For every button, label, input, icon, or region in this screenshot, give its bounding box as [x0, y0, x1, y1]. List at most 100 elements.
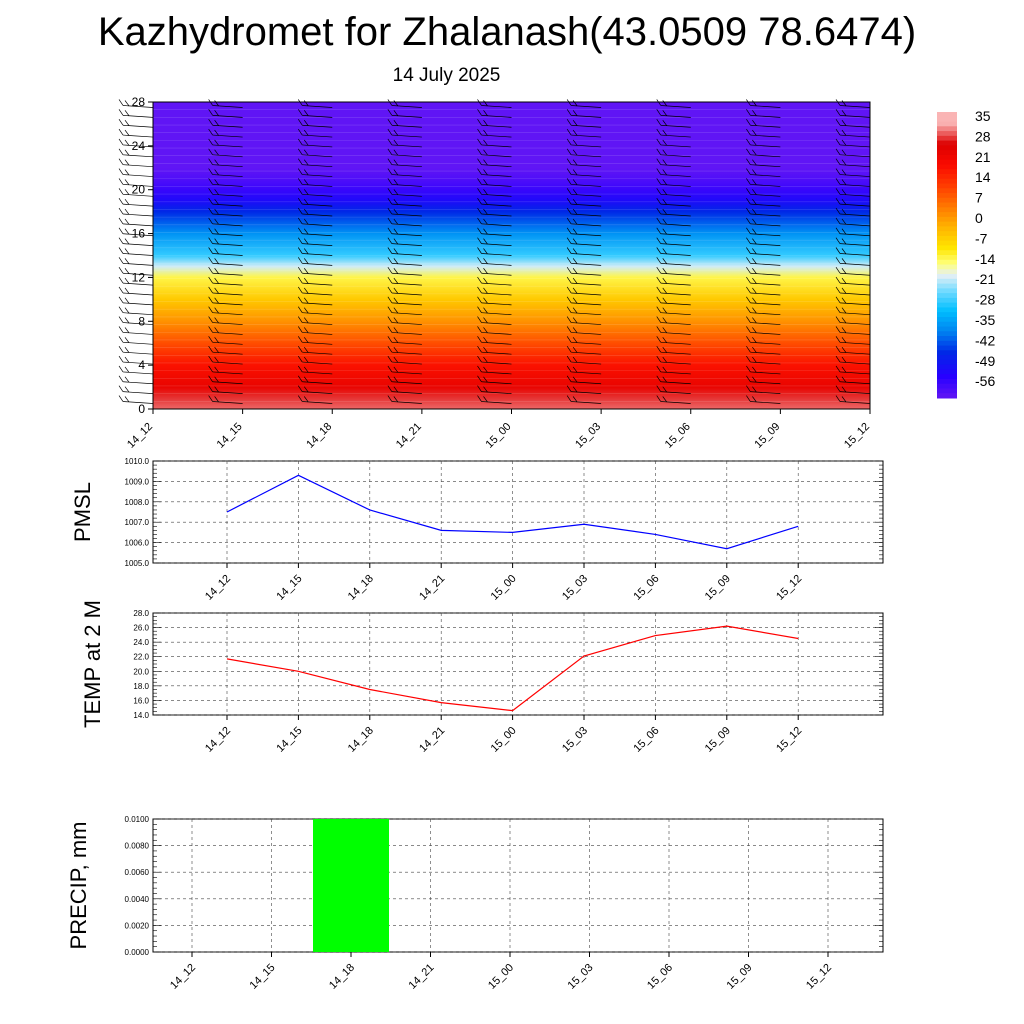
- x-tick-label: 15_03: [560, 573, 590, 603]
- wind-barb: [566, 286, 602, 296]
- wind-barb: [566, 237, 602, 246]
- x-tick-label: 14_15: [248, 962, 278, 992]
- colorbar-swatch: [937, 293, 957, 299]
- wind-barb: [656, 237, 691, 246]
- colorbar-swatch: [937, 212, 957, 218]
- wind-barb: [297, 257, 333, 266]
- colorbar-swatch: [937, 255, 957, 261]
- x-tick-label: 15_06: [663, 421, 693, 451]
- x-tick-label: 14_15: [274, 725, 304, 755]
- colorbar-swatch: [937, 193, 957, 199]
- colorbar-swatch: [937, 221, 957, 227]
- wind-barb: [477, 306, 512, 316]
- wind-barb: [566, 217, 602, 227]
- y-tick-label: 1007.0: [125, 518, 150, 527]
- wind-barb: [656, 385, 691, 394]
- wind-barb: [835, 178, 871, 187]
- y-tick-label: 26.0: [133, 624, 149, 633]
- y-tick-label: 1008.0: [125, 498, 150, 507]
- wind-barb: [566, 375, 602, 385]
- wind-barb: [208, 178, 243, 187]
- wind-barb: [208, 217, 243, 227]
- wind-barb: [746, 158, 781, 168]
- wind-barb: [297, 316, 333, 325]
- x-tick-label: 14_21: [394, 421, 424, 451]
- wind-barb: [118, 119, 154, 128]
- wind-barb: [566, 119, 602, 128]
- wind-barb: [118, 207, 154, 217]
- wind-barb: [118, 355, 154, 365]
- wind-barb: [387, 109, 422, 118]
- colorbar-swatch: [937, 112, 957, 118]
- colorbar-label: 7: [975, 190, 983, 206]
- wind-barb: [477, 336, 512, 345]
- wind-barb: [477, 365, 512, 375]
- colorbar-swatch: [937, 355, 957, 361]
- wind-barb: [656, 316, 691, 325]
- wind-barb: [656, 257, 691, 266]
- wind-barb: [118, 128, 154, 138]
- wind-barb: [297, 336, 333, 345]
- colorbar-swatch: [937, 302, 957, 308]
- wind-barb: [297, 355, 333, 365]
- colorbar-label: -14: [975, 251, 995, 267]
- wind-barb: [477, 326, 512, 335]
- x-tick-label: 14_15: [274, 573, 304, 603]
- wind-barb: [656, 109, 691, 118]
- colorbar-label: -42: [975, 332, 995, 348]
- colorbar-swatch: [937, 188, 957, 194]
- wind-barb: [746, 207, 781, 217]
- colorbar-swatch: [937, 183, 957, 189]
- wind-barb: [746, 178, 781, 187]
- wind-barb: [118, 188, 154, 197]
- wind-barb: [387, 385, 422, 394]
- wind-barb: [387, 375, 422, 385]
- wind-barb: [835, 168, 871, 177]
- wind-barb: [477, 148, 512, 158]
- plot-frame: [152, 612, 884, 716]
- wind-barb: [387, 128, 422, 138]
- wind-barb: [477, 178, 512, 187]
- colorbar-label: 0: [975, 210, 983, 226]
- wind-barb: [566, 365, 602, 375]
- wind-barb: [477, 345, 512, 355]
- colorbar-swatch: [937, 345, 957, 351]
- wind-barb: [208, 306, 243, 316]
- wind-barb: [208, 296, 243, 306]
- wind-barb: [477, 286, 512, 296]
- x-tick-label: 15_12: [804, 962, 834, 992]
- wind-barb: [746, 355, 781, 365]
- wind-barb: [477, 227, 512, 237]
- x-tick-label: 14_18: [327, 962, 357, 992]
- wind-barb: [118, 168, 154, 177]
- y-axis-title: PRECIP, mm: [66, 822, 91, 950]
- wind-barb: [387, 188, 422, 197]
- wind-barb: [835, 227, 871, 237]
- colorbar-swatch: [937, 312, 957, 318]
- colorbar-swatch: [937, 283, 957, 289]
- x-tick-label: 14_21: [417, 573, 447, 603]
- wind-barb: [746, 188, 781, 197]
- x-tick-label: 15_09: [752, 421, 782, 451]
- x-tick-label: 14_12: [203, 573, 233, 603]
- wind-barb: [297, 395, 333, 404]
- wind-barb: [477, 395, 512, 404]
- wind-barb: [387, 326, 422, 335]
- wind-barb: [387, 148, 422, 158]
- colorbar-label: 28: [975, 128, 991, 144]
- wind-barb: [297, 128, 333, 138]
- x-tick-label: 15_06: [631, 725, 661, 755]
- wind-barb: [387, 158, 422, 168]
- x-tick-label: 15_03: [560, 725, 590, 755]
- wind-barb: [835, 188, 871, 197]
- y-tick-label: 20: [132, 183, 146, 197]
- wind-barb: [566, 276, 602, 286]
- wind-barb: [746, 197, 781, 207]
- y-tick-label: 0: [138, 402, 145, 416]
- wind-barb: [835, 345, 871, 355]
- wind-barb: [387, 257, 422, 266]
- colorbar-label: 14: [975, 169, 991, 185]
- wind-barb: [835, 336, 871, 345]
- wind-barb: [566, 296, 602, 306]
- wind-barb: [835, 207, 871, 217]
